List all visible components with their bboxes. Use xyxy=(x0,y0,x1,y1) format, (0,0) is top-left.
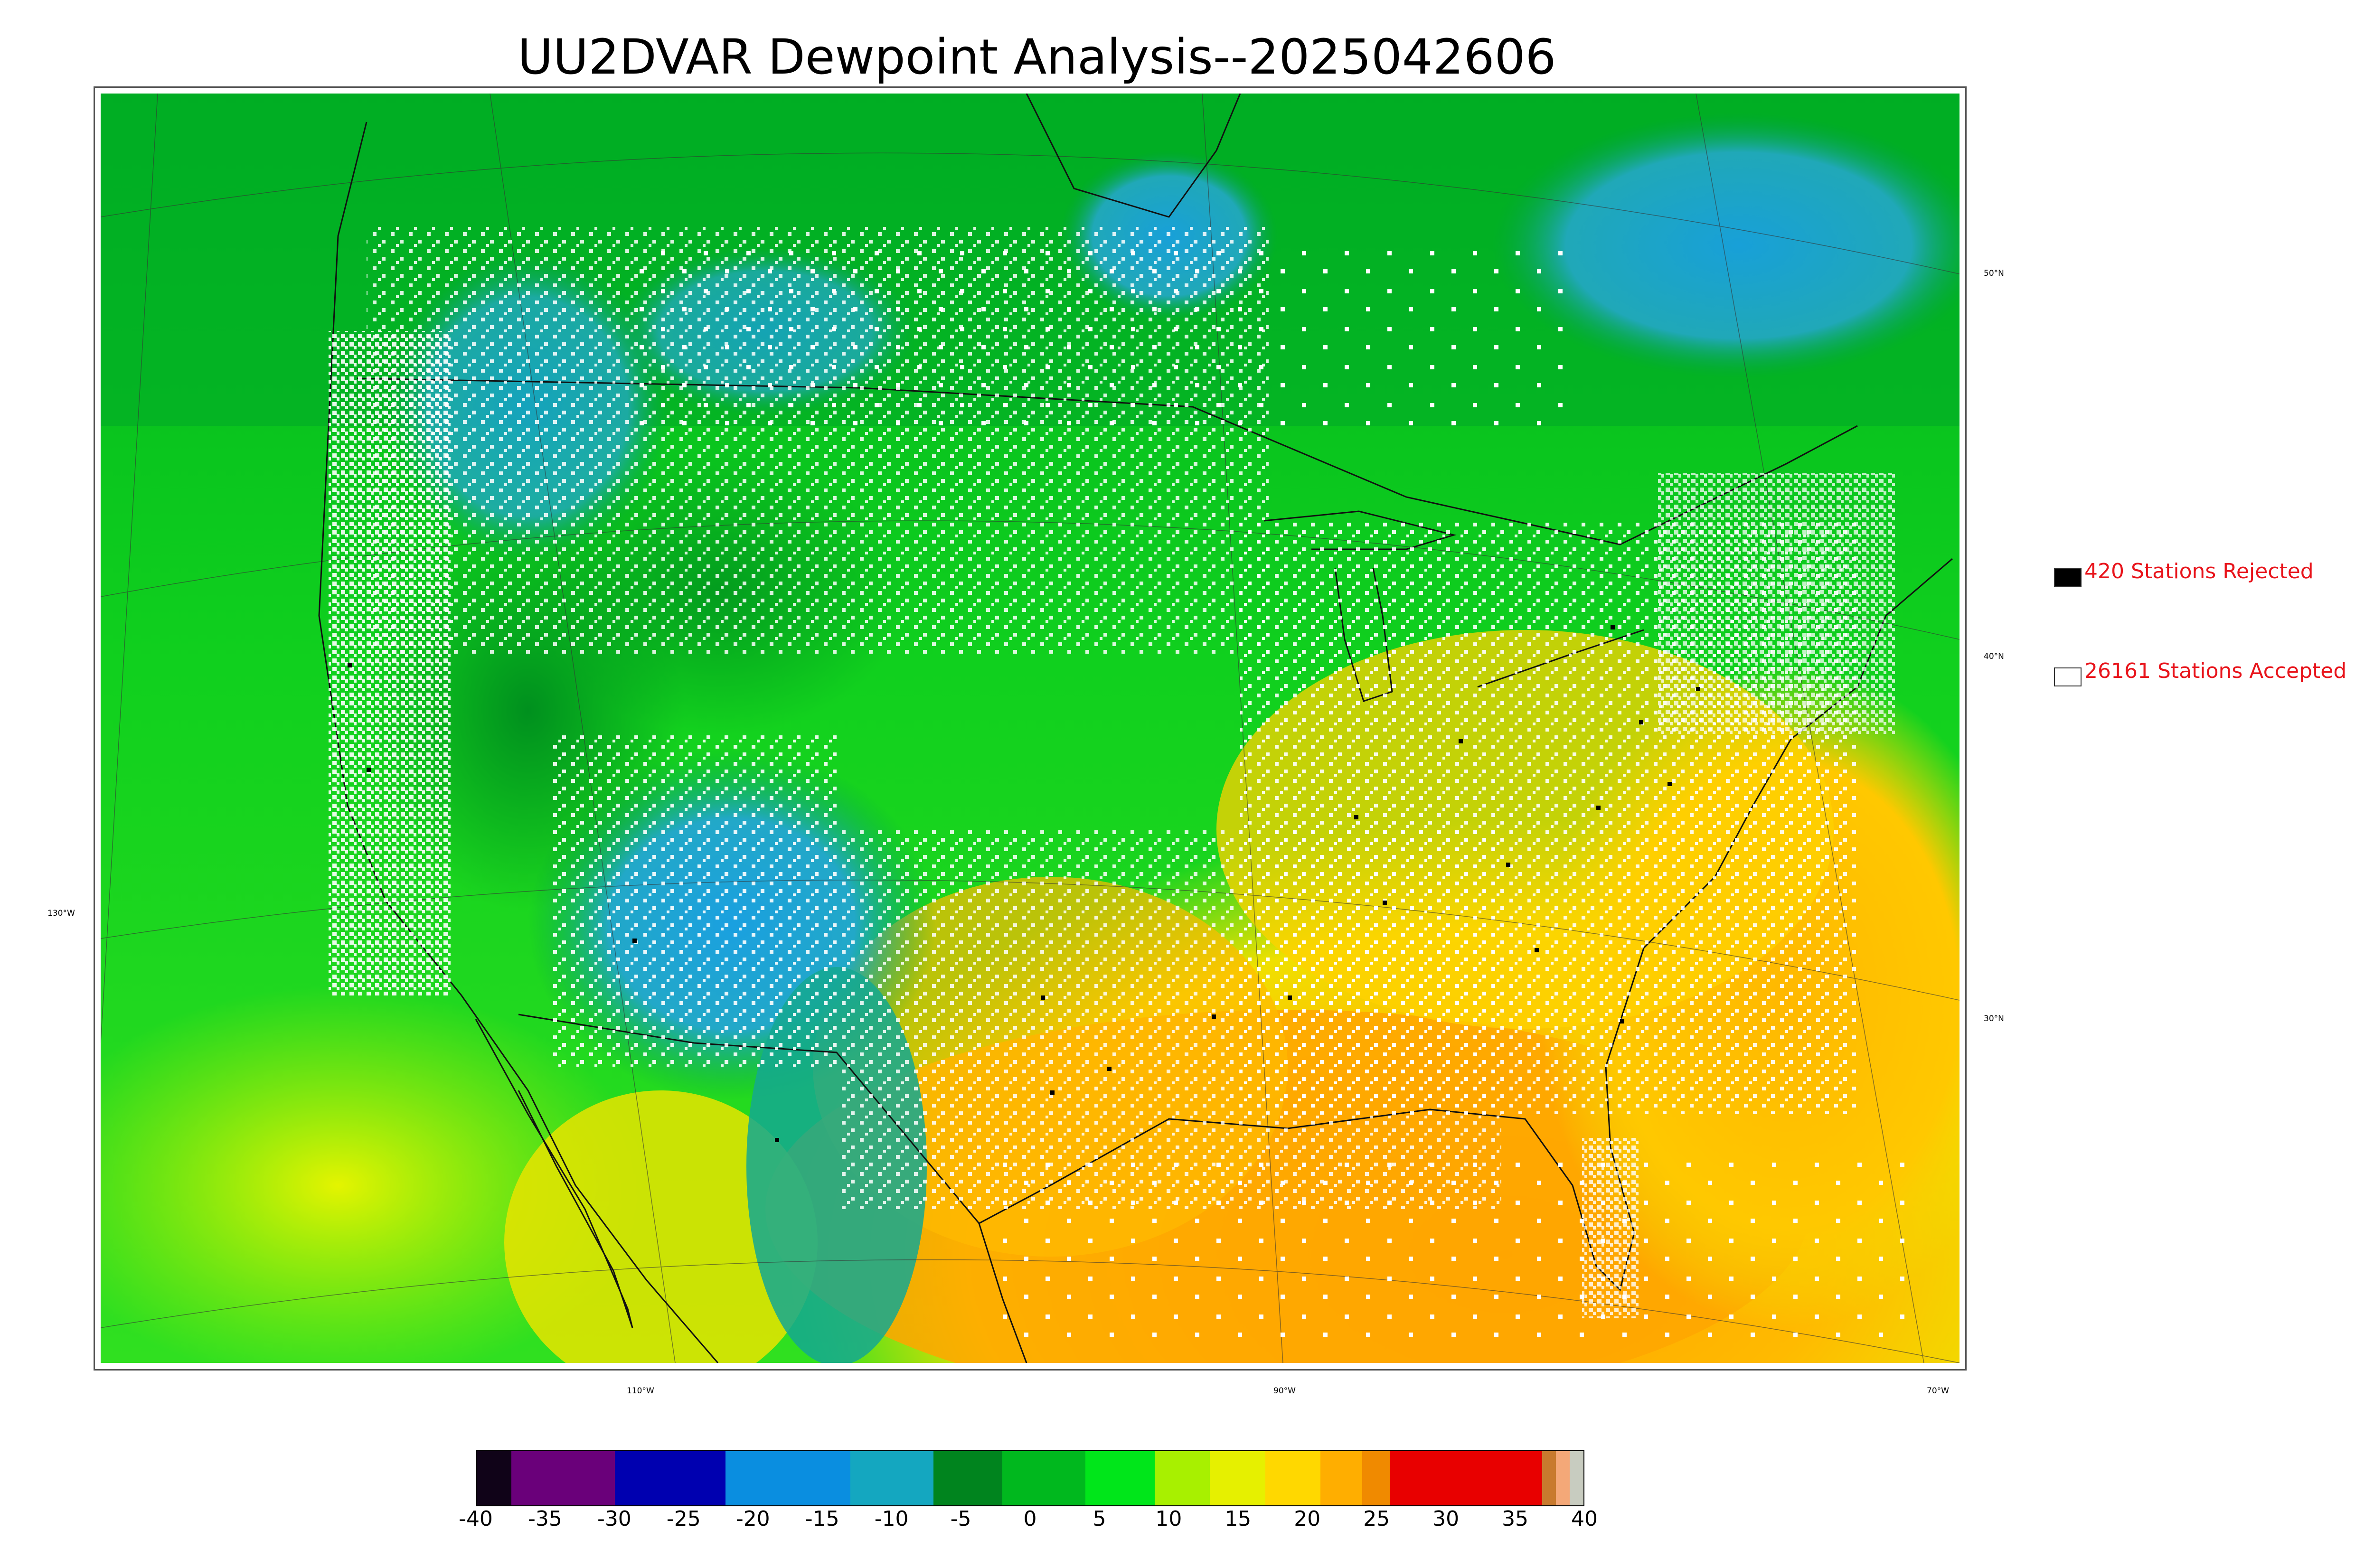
stations-northeast xyxy=(1658,473,1895,734)
colorbar-tick-label: 25 xyxy=(1363,1507,1390,1531)
dewpoint-colorbar xyxy=(476,1450,1584,1506)
stations-gulf-ocean xyxy=(1003,1162,1905,1352)
colorbar-band xyxy=(1390,1451,1542,1505)
colorbar-tick-label: -5 xyxy=(950,1507,971,1531)
colorbar-band xyxy=(1542,1451,1556,1505)
colorbar-tick-label: 10 xyxy=(1155,1507,1182,1531)
colorbar-band xyxy=(1362,1451,1390,1505)
colorbar-band xyxy=(1320,1451,1362,1505)
lat-label-30n: 30°N xyxy=(1984,1014,2004,1023)
colorbar-band xyxy=(850,1451,933,1505)
accepted-legend-swatch xyxy=(2054,667,2082,686)
colorbar-band xyxy=(1265,1451,1321,1505)
colorbar-tick-label: 15 xyxy=(1225,1507,1252,1531)
colorbar-band xyxy=(615,1451,726,1505)
colorbar-band xyxy=(1002,1451,1086,1505)
dewpoint-map xyxy=(101,94,1959,1363)
colorbar-band xyxy=(1569,1451,1583,1505)
stations-canada xyxy=(623,236,1573,426)
colorbar-band xyxy=(725,1451,850,1505)
colorbar-band xyxy=(1210,1451,1265,1505)
lat-label-50n: 50°N xyxy=(1984,269,2004,278)
colorbar-tick-label: -40 xyxy=(459,1507,493,1531)
lon-label-110w: 110°W xyxy=(627,1386,654,1396)
lat-label-40n: 40°N xyxy=(1984,652,2004,661)
colorbar-band xyxy=(511,1451,615,1505)
colorbar-tick-label: 20 xyxy=(1294,1507,1321,1531)
colorbar-tick-label: -25 xyxy=(666,1507,701,1531)
colorbar-tick-label: 5 xyxy=(1093,1507,1106,1531)
map-title: UU2DVAR Dewpoint Analysis--2025042606 xyxy=(518,29,1556,85)
colorbar-tick-label: 30 xyxy=(1432,1507,1460,1531)
quebec-dry-area xyxy=(1492,113,1959,378)
colorbar-tick-label: -15 xyxy=(805,1507,839,1531)
stations-pacific-coast xyxy=(329,331,452,995)
lon-label-70w: 70°W xyxy=(1927,1386,1949,1396)
colorbar-band xyxy=(933,1451,1003,1505)
rejected-legend-label: 420 Stations Rejected xyxy=(2084,559,2314,583)
colorbar-tick-label: -20 xyxy=(735,1507,770,1531)
lon-label-90w: 90°W xyxy=(1273,1386,1296,1396)
baja-yellow xyxy=(504,1090,818,1363)
colorbar-band xyxy=(1085,1451,1155,1505)
rejected-stations xyxy=(348,625,1700,1142)
colorbar-band xyxy=(1154,1451,1210,1505)
colorbar-tick-label: 0 xyxy=(1023,1507,1037,1531)
lon-label-130w: 130°W xyxy=(47,909,75,918)
colorbar-tick-label: -35 xyxy=(528,1507,562,1531)
colorbar-tick-label: -10 xyxy=(874,1507,909,1531)
baja-peninsula xyxy=(475,1019,633,1328)
colorbar-band xyxy=(1555,1451,1570,1505)
colorbar-band xyxy=(477,1451,511,1505)
stations-south xyxy=(837,829,1501,1209)
stations-southwest xyxy=(552,734,837,1067)
colorbar-tick-label: 35 xyxy=(1502,1507,1529,1531)
hudson-bay-coast xyxy=(1026,94,1241,218)
colorbar-tick-label: -30 xyxy=(597,1507,631,1531)
stations-florida xyxy=(1582,1138,1639,1318)
rejected-legend-swatch xyxy=(2054,568,2082,587)
accepted-legend-label: 26161 Stations Accepted xyxy=(2084,659,2347,683)
colorbar-tick-label: 40 xyxy=(1571,1507,1598,1531)
